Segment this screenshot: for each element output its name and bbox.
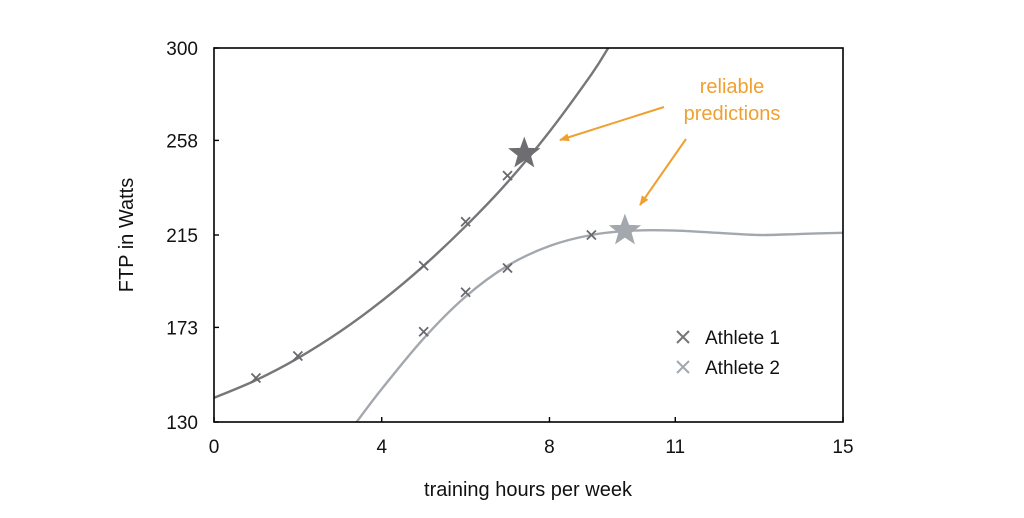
axis-ticks: 0 4 8 11 15 130 173 215 258 300 (166, 39, 853, 458)
data-markers (250, 136, 642, 384)
annotation-arrow-2 (639, 138, 687, 206)
data-point-series-1-5 (502, 170, 513, 181)
x-axis-label: training hours per week (424, 479, 633, 501)
prediction-star-series-1 (508, 136, 541, 168)
annotation-line-1: reliable (700, 76, 764, 98)
data-point-series-1-3 (418, 260, 429, 271)
y-axis-label: FTP in Watts (116, 178, 138, 292)
x-tick-label-5: 15 (832, 437, 853, 458)
prediction-star-series-2 (608, 213, 642, 245)
data-point-series-2-1 (418, 326, 429, 337)
legend-marker-athlete-1 (676, 330, 690, 344)
y-tick-label-4: 258 (166, 131, 198, 152)
legend: Athlete 1 Athlete 2 (676, 328, 780, 379)
x-tick-label-4: 11 (665, 437, 685, 458)
x-tick-label-1: 0 (209, 437, 220, 458)
data-point-series-2-4 (586, 229, 597, 241)
legend-label-athlete-2: Athlete 2 (705, 358, 780, 379)
annotation-arrow-1 (559, 106, 665, 142)
annotation: reliable predictions (559, 76, 781, 206)
x-tick-label-3: 8 (544, 437, 555, 458)
annotation-line-2: predictions (684, 103, 781, 125)
y-tick-label-3: 215 (166, 226, 198, 247)
x-tick-label-2: 4 (376, 437, 387, 458)
y-tick-label-1: 130 (166, 413, 198, 434)
fit-curve-series-1 (214, 48, 610, 399)
legend-label-athlete-1: Athlete 1 (705, 328, 780, 349)
legend-marker-athlete-2 (676, 360, 690, 374)
data-point-series-2-2 (460, 287, 471, 298)
data-point-series-1-4 (460, 216, 471, 227)
data-point-series-1-2 (292, 350, 304, 362)
y-tick-label-2: 173 (166, 318, 198, 339)
data-point-series-1-1 (250, 372, 262, 384)
data-point-series-2-3 (502, 262, 513, 274)
y-tick-label-5: 300 (166, 39, 198, 60)
